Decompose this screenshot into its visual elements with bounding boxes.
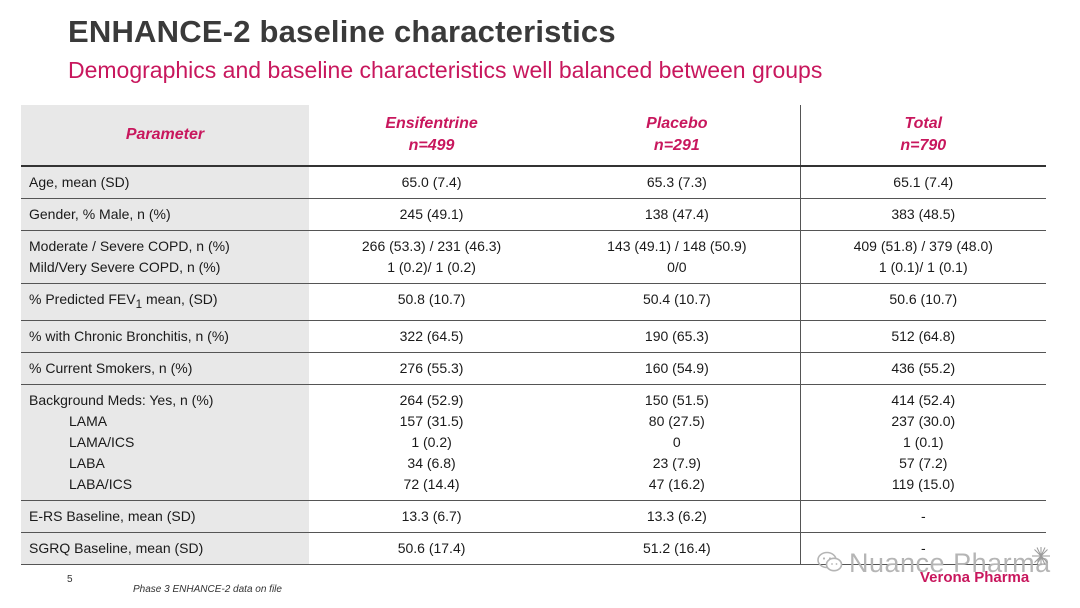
row-parameter: E-RS Baseline, mean (SD): [21, 500, 309, 533]
slide-subtitle: Demographics and baseline characteristic…: [68, 57, 823, 83]
brand-logo-text: Verona Pharma: [920, 569, 1030, 586]
ensifentrine-value: 322 (64.5): [309, 320, 555, 353]
table-header-row: Parameter Ensifentrine n=499 Placebo n=2…: [21, 105, 1046, 167]
placebo-header: Placebo n=291: [554, 105, 801, 167]
ensifentrine-value: 276 (55.3): [309, 352, 555, 385]
placebo-value: 13.3 (6.2): [554, 500, 801, 533]
ensifentrine-value: 50.6 (17.4): [309, 532, 555, 565]
row-parameter: % Current Smokers, n (%): [21, 352, 309, 385]
total-value: -: [799, 500, 1046, 533]
ensifentrine-value: 50.8 (10.7): [309, 283, 555, 321]
parameter-header: Parameter: [21, 105, 309, 167]
baseline-table: Parameter Ensifentrine n=499 Placebo n=2…: [21, 105, 1046, 565]
watermark: Nuance Pharma: [817, 548, 1051, 580]
slide-title: ENHANCE-2 baseline characteristics: [68, 14, 616, 49]
ensifentrine-header: Ensifentrine n=499: [309, 105, 555, 167]
table-row: Moderate / Severe COPD, n (%) Mild/Very …: [21, 230, 1046, 284]
total-value: 414 (52.4) 237 (30.0) 1 (0.1) 57 (7.2) 1…: [799, 384, 1046, 501]
table-row: E-RS Baseline, mean (SD) 13.3 (6.7) 13.3…: [21, 500, 1046, 533]
table-row: % Predicted FEV1 mean, (SD) 50.8 (10.7) …: [21, 283, 1046, 321]
table-row: Background Meds: Yes, n (%) LAMA LAMA/IC…: [21, 384, 1046, 501]
total-value: 409 (51.8) / 379 (48.0) 1 (0.1)/ 1 (0.1): [799, 230, 1046, 284]
placebo-value: 50.4 (10.7): [554, 283, 801, 321]
total-value: -: [799, 532, 1046, 565]
placebo-value: 65.3 (7.3): [554, 166, 801, 199]
total-header: Total n=790: [799, 105, 1046, 167]
wechat-icon: [817, 549, 843, 580]
placebo-value: 160 (54.9): [554, 352, 801, 385]
row-parameter: SGRQ Baseline, mean (SD): [21, 532, 309, 565]
row-parameter: % Predicted FEV1 mean, (SD): [21, 283, 309, 321]
row-parameter: % with Chronic Bronchitis, n (%): [21, 320, 309, 353]
row-parameter: Age, mean (SD): [21, 166, 309, 199]
table-row: % with Chronic Bronchitis, n (%) 322 (64…: [21, 320, 1046, 353]
placebo-value: 51.2 (16.4): [554, 532, 801, 565]
ensifentrine-value: 245 (49.1): [309, 198, 555, 231]
ensifentrine-value: 266 (53.3) / 231 (46.3) 1 (0.2)/ 1 (0.2): [309, 230, 555, 284]
total-value: 65.1 (7.4): [799, 166, 1046, 199]
starburst-icon: [1031, 546, 1051, 571]
placebo-value: 143 (49.1) / 148 (50.9) 0/0: [554, 230, 801, 284]
total-value: 436 (55.2): [799, 352, 1046, 385]
table-row: Gender, % Male, n (%) 245 (49.1) 138 (47…: [21, 198, 1046, 231]
placebo-value: 190 (65.3): [554, 320, 801, 353]
total-value: 383 (48.5): [799, 198, 1046, 231]
ensifentrine-value: 13.3 (6.7): [309, 500, 555, 533]
row-parameter: Background Meds: Yes, n (%) LAMA LAMA/IC…: [21, 384, 309, 501]
placebo-value: 150 (51.5) 80 (27.5) 0 23 (7.9) 47 (16.2…: [554, 384, 801, 501]
footnote: Phase 3 ENHANCE-2 data on file: [133, 584, 282, 595]
row-parameter: Moderate / Severe COPD, n (%) Mild/Very …: [21, 230, 309, 284]
ensifentrine-value: 264 (52.9) 157 (31.5) 1 (0.2) 34 (6.8) 7…: [309, 384, 555, 501]
table-row: Age, mean (SD) 65.0 (7.4) 65.3 (7.3) 65.…: [21, 166, 1046, 199]
table-row: % Current Smokers, n (%) 276 (55.3) 160 …: [21, 352, 1046, 385]
page-number: 5: [67, 574, 73, 585]
ensifentrine-value: 65.0 (7.4): [309, 166, 555, 199]
total-value: 50.6 (10.7): [799, 283, 1046, 321]
table-row: SGRQ Baseline, mean (SD) 50.6 (17.4) 51.…: [21, 532, 1046, 565]
watermark-text: Nuance Pharma: [849, 548, 1051, 578]
row-parameter: Gender, % Male, n (%): [21, 198, 309, 231]
total-value: 512 (64.8): [799, 320, 1046, 353]
placebo-value: 138 (47.4): [554, 198, 801, 231]
